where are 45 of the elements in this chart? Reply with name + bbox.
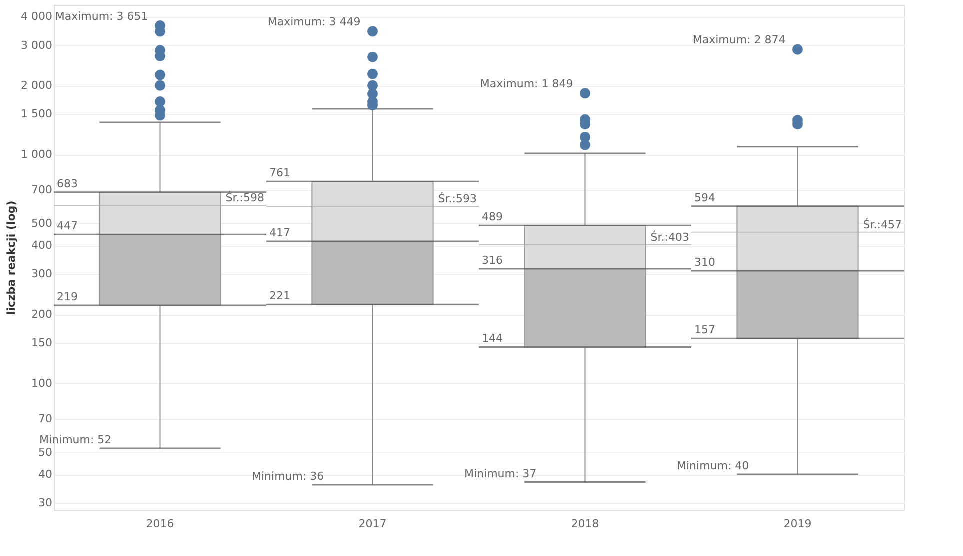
y-tick-label: 40 (38, 468, 52, 482)
y-tick-label: 700 (32, 183, 52, 196)
annotation: 144 (482, 332, 503, 346)
y-tick-label: 1 000 (21, 148, 52, 162)
annotation: 683 (57, 177, 78, 190)
annotation: Minimum: 52 (40, 433, 112, 446)
annotation: Minimum: 36 (252, 470, 324, 484)
annotation: 761 (270, 166, 290, 180)
y-tick-label: 4 000 (21, 10, 52, 24)
annotation: Maximum: 3 449 (268, 15, 361, 28)
y-tick-label: 70 (38, 412, 52, 426)
annotation: 594 (694, 191, 716, 204)
y-tick-label: 3 000 (21, 38, 52, 52)
annotation: Maximum: 1 849 (480, 77, 574, 90)
y-axis-title: liczba reakcji (log) (5, 200, 18, 316)
annotation: 316 (482, 254, 503, 268)
y-tick-label: 300 (32, 268, 52, 281)
annotation: 417 (270, 226, 290, 240)
y-tick-label: 100 (32, 376, 52, 390)
x-tick-label: 2019 (784, 518, 812, 530)
annotation: 489 (482, 210, 503, 224)
annotation: Minimum: 37 (464, 467, 537, 480)
y-tick-label: 50 (38, 446, 52, 459)
y-tick-label: 500 (32, 216, 52, 230)
annotation: Maximum: 3 651 (55, 10, 148, 23)
y-tick-label: 2 000 (21, 79, 52, 92)
annotation: Śr.:457 (863, 217, 902, 232)
x-tick-label: 2016 (146, 518, 174, 530)
y-tick-label: 400 (32, 239, 52, 252)
y-tick-label: 1 500 (21, 108, 52, 121)
y-tick-label: 150 (32, 336, 52, 350)
annotation: 157 (694, 324, 716, 337)
annotation: Śr.:593 (438, 191, 477, 206)
annotation: Minimum: 40 (677, 460, 750, 473)
y-tick-label: 30 (38, 496, 52, 510)
x-tick-label: 2017 (358, 518, 387, 530)
annotation: 221 (270, 290, 290, 303)
x-tick-label: 2018 (571, 518, 600, 530)
y-tick-label: 200 (32, 308, 52, 322)
annotation: 447 (57, 220, 78, 233)
annotation: Śr.:403 (650, 230, 690, 244)
annotation: 310 (694, 256, 716, 269)
annotation: Śr.:598 (226, 190, 264, 205)
annotation: Maximum: 2 874 (692, 34, 786, 47)
annotation: 219 (57, 290, 78, 304)
